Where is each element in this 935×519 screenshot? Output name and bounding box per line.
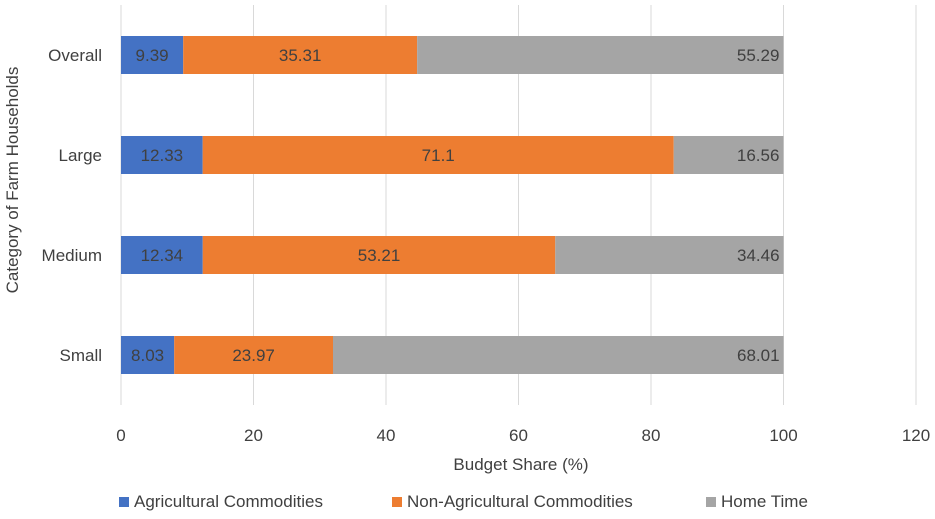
bar-segment [202, 136, 674, 174]
bar-segment [333, 336, 784, 374]
x-tick-label: 40 [377, 426, 396, 445]
x-tick-label: 120 [902, 426, 930, 445]
x-tick-label: 0 [116, 426, 125, 445]
bar-segment [174, 336, 333, 374]
legend-swatch [119, 497, 129, 507]
bars [121, 36, 784, 374]
x-tick-label: 80 [642, 426, 661, 445]
data-label: 68.01 [737, 346, 780, 365]
bar-segment [202, 236, 556, 274]
bar-segment [673, 136, 784, 174]
data-label: 53.21 [358, 246, 401, 265]
x-tick-label: 60 [509, 426, 528, 445]
bar-segment [183, 36, 418, 74]
data-label: 16.56 [737, 146, 780, 165]
y-category-label: Medium [42, 246, 102, 265]
x-tick-label: 20 [244, 426, 263, 445]
y-axis-title: Category of Farm Households [3, 67, 22, 294]
legend-label: Home Time [721, 492, 808, 511]
y-category-label: Small [59, 346, 102, 365]
legend: Agricultural Commodities Non-Agricultural… [119, 492, 808, 511]
bar-segment [121, 336, 175, 374]
y-category-label: Overall [48, 46, 102, 65]
data-label: 34.46 [737, 246, 780, 265]
x-axis-title: Budget Share (%) [453, 455, 588, 474]
data-label: 9.39 [136, 46, 169, 65]
bar-segment [121, 236, 203, 274]
bar-segment [555, 236, 784, 274]
data-label: 12.34 [141, 246, 184, 265]
data-label: 12.33 [141, 146, 184, 165]
x-axis-ticks: 0 20 40 60 80 100 120 [116, 426, 930, 445]
legend-swatch [706, 497, 716, 507]
bar-segment [417, 36, 784, 74]
data-labels: 9.39 35.31 55.29 12.33 71.1 16.56 12.34 53.21 34… [131, 46, 780, 365]
y-category-label: Large [59, 146, 102, 165]
data-label: 8.03 [131, 346, 164, 365]
legend-swatch [392, 497, 402, 507]
legend-label: Agricultural Commodities [134, 492, 323, 511]
x-tick-label: 100 [769, 426, 797, 445]
data-label: 35.31 [279, 46, 322, 65]
bar-segment [121, 36, 184, 74]
data-label: 71.1 [422, 146, 455, 165]
y-axis-categories: Overall Large Medium Small [42, 46, 102, 365]
data-label: 23.97 [232, 346, 275, 365]
legend-label: Non-Agricultural Commodities [407, 492, 633, 511]
data-label: 55.29 [737, 46, 780, 65]
bar-segment [121, 136, 203, 174]
